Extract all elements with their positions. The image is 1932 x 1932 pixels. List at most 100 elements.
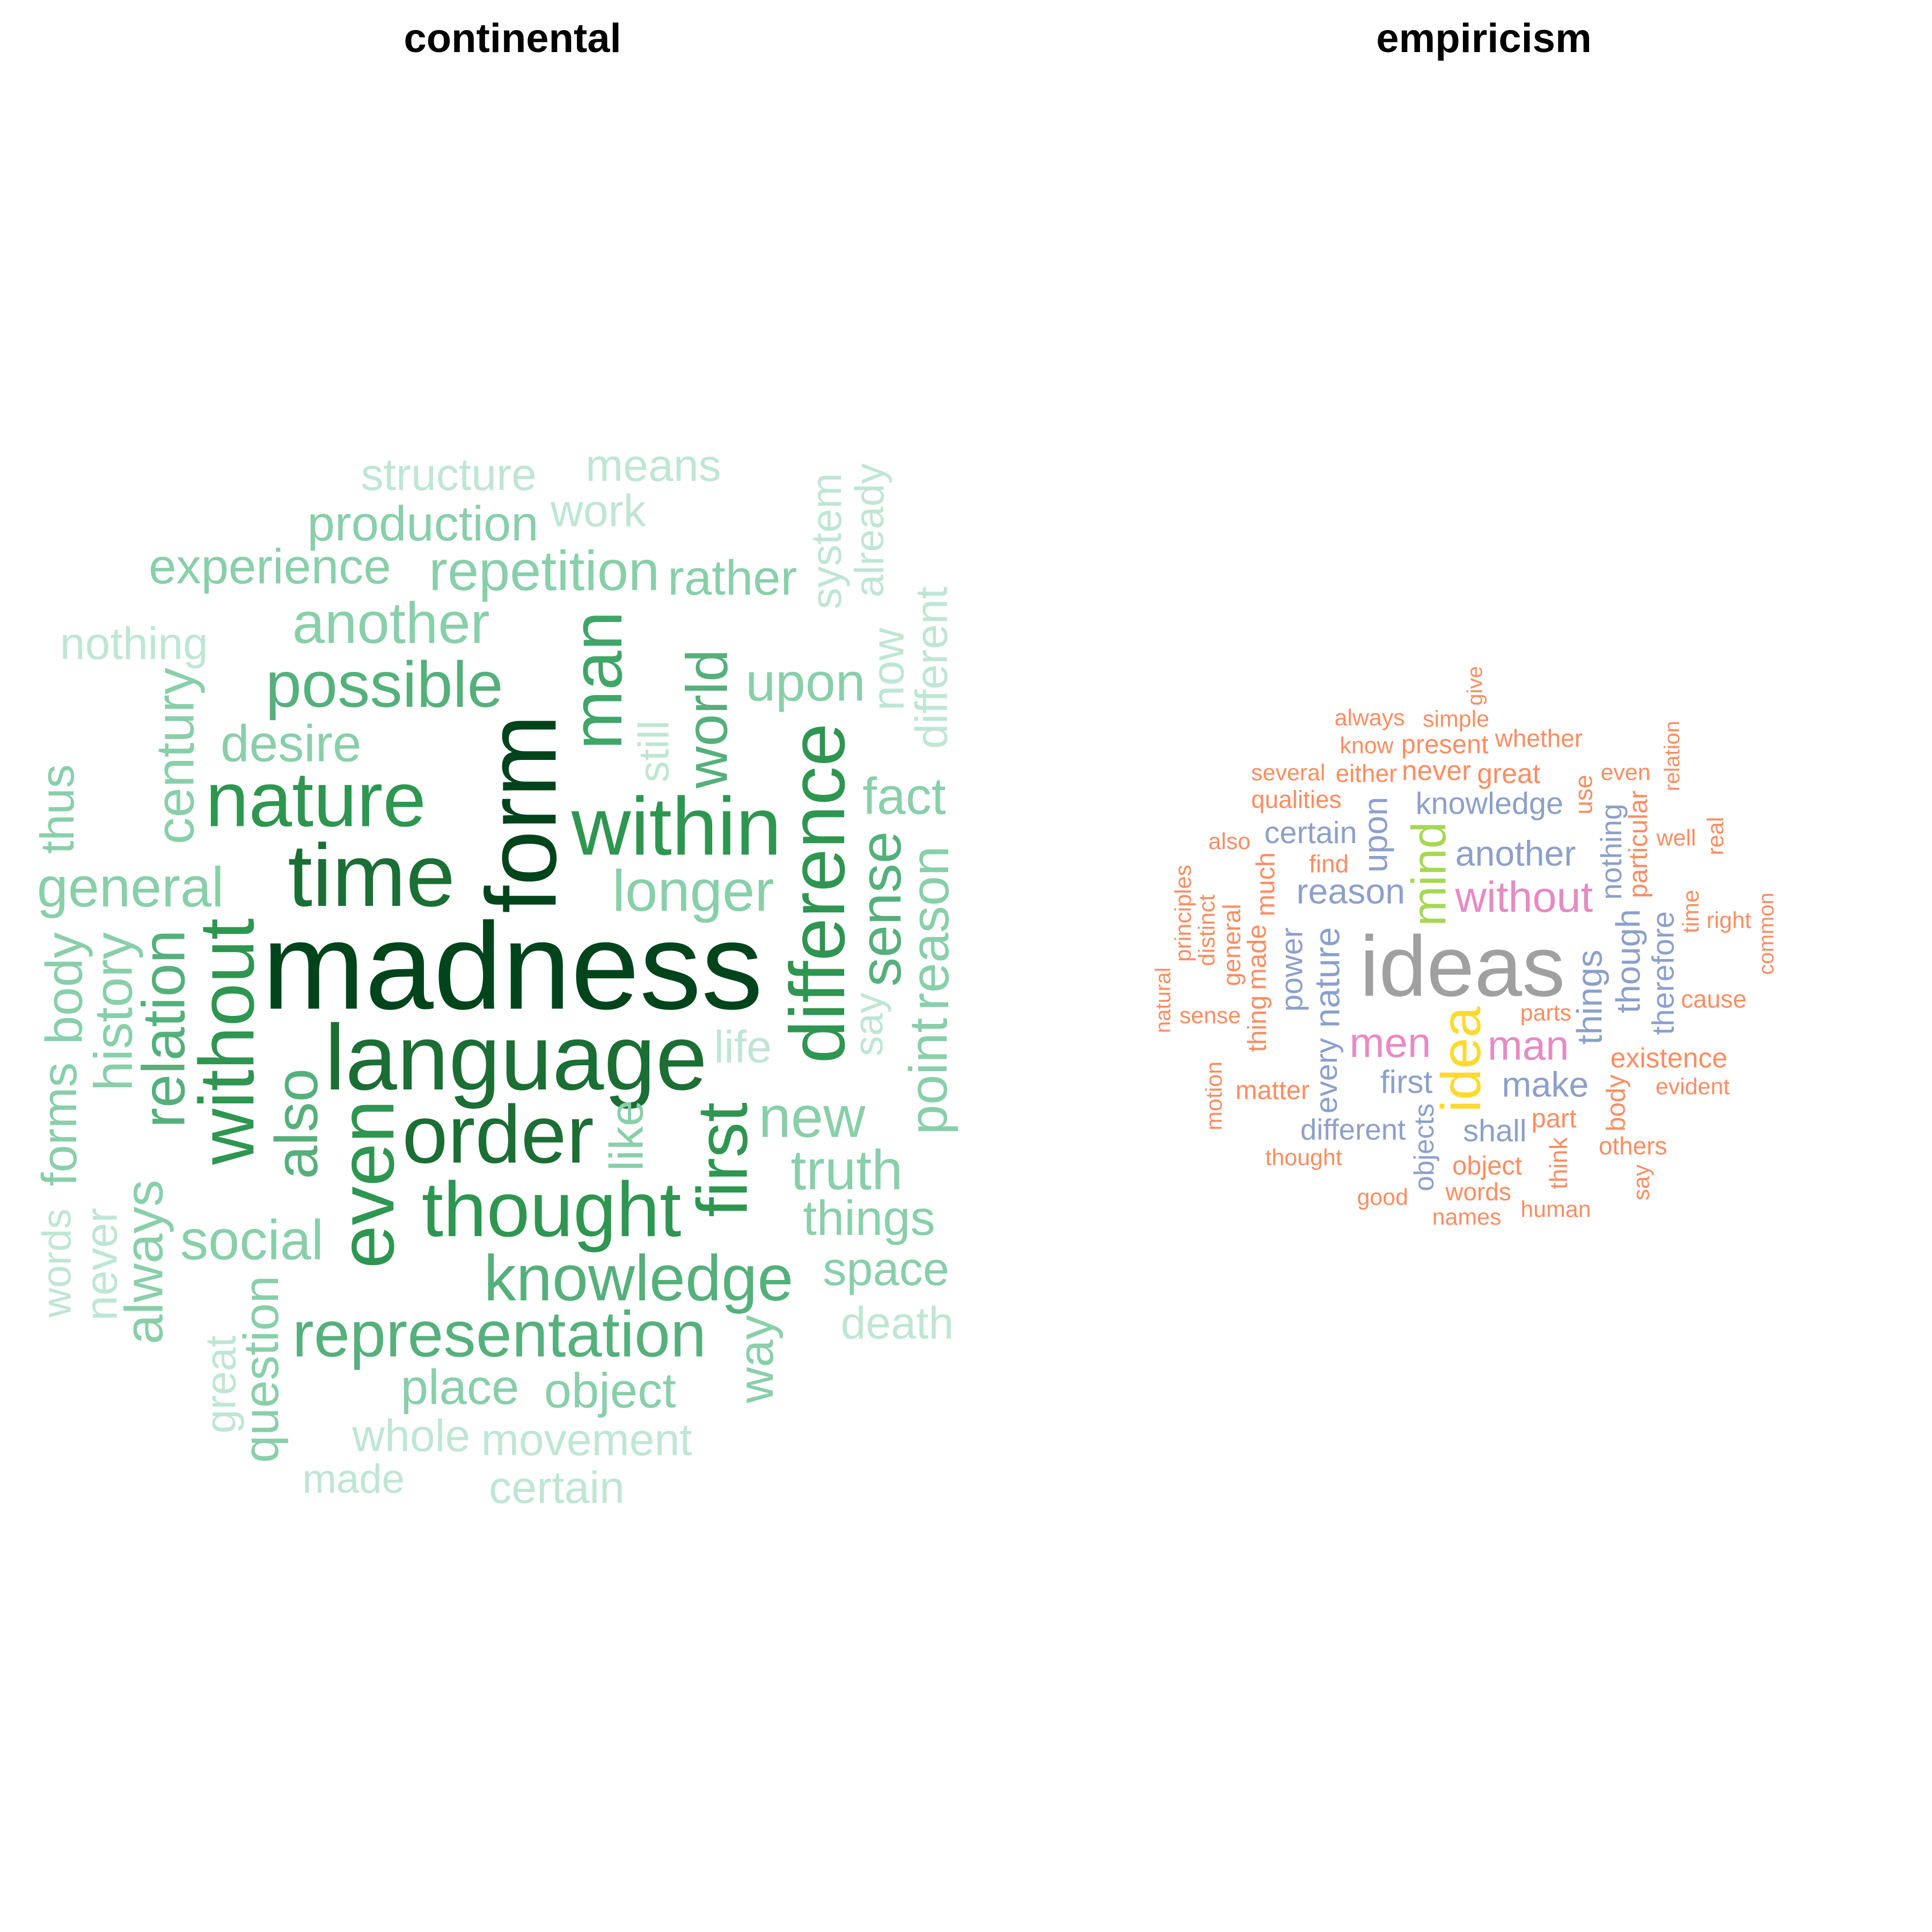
word-ideas: ideas — [1360, 918, 1565, 1014]
word-never: never — [76, 1208, 126, 1321]
word-human: human — [1520, 1197, 1591, 1223]
wordcloud-empiricism: ideasideamindwithoutmanmenanotherreasonm… — [1151, 666, 1778, 1230]
word-madness: madness — [262, 897, 763, 1035]
word-names: names — [1432, 1204, 1502, 1230]
word-now: now — [863, 628, 913, 711]
word-still: still — [630, 720, 678, 782]
word-great: great — [1477, 758, 1540, 789]
word-sense: sense — [1180, 1002, 1241, 1028]
word-right: right — [1707, 908, 1752, 933]
word-time: time — [288, 826, 455, 925]
word-thus: thus — [31, 764, 84, 854]
word-difference: difference — [774, 723, 861, 1063]
word-means: means — [586, 440, 721, 491]
word-nothing: nothing — [60, 618, 208, 669]
word-parts: parts — [1520, 1000, 1571, 1026]
panel-title-empiricism: empiricism — [1376, 16, 1592, 61]
word-men: men — [1350, 1019, 1431, 1066]
word-life: life — [714, 1021, 772, 1072]
word-made: made — [303, 1457, 405, 1502]
word-whether: whether — [1495, 724, 1583, 752]
word-reason: reason — [1296, 872, 1405, 912]
word-distinct: distinct — [1194, 895, 1220, 967]
word-another: another — [1455, 834, 1576, 874]
word-fact: fact — [862, 767, 946, 825]
word-question: question — [233, 1276, 289, 1463]
word-within: within — [571, 781, 781, 873]
word-words: words — [34, 1209, 79, 1318]
word-body: body — [1602, 1074, 1631, 1131]
word-another: another — [292, 590, 490, 655]
word-without: without — [183, 918, 270, 1165]
word-way: way — [728, 1315, 784, 1403]
word-give: give — [1463, 666, 1487, 705]
word-always: always — [114, 1180, 174, 1344]
word-evident: evident — [1656, 1074, 1730, 1100]
word-even: even — [323, 1100, 410, 1268]
word-qualities: qualities — [1251, 786, 1341, 814]
word-mind: mind — [1403, 822, 1457, 926]
word-things: things — [1570, 950, 1609, 1045]
word-also: also — [1209, 829, 1251, 854]
word-particular: particular — [1624, 791, 1653, 898]
word-sense: sense — [848, 831, 913, 987]
word-new: new — [758, 1085, 866, 1150]
word-forms: forms — [31, 1063, 87, 1187]
word-shall: shall — [1463, 1114, 1526, 1148]
word-point: point — [898, 1018, 958, 1135]
word-death: death — [840, 1298, 954, 1348]
word-others: others — [1599, 1132, 1667, 1160]
word-language: language — [325, 1005, 707, 1109]
word-order: order — [402, 1088, 594, 1180]
word-world: world — [675, 649, 740, 789]
word-thought: thought — [422, 1166, 682, 1253]
word-upon: upon — [745, 653, 865, 713]
word-know: know — [1340, 733, 1394, 759]
word-certain: certain — [1264, 816, 1357, 850]
word-motion: motion — [1201, 1062, 1227, 1131]
word-man: man — [1488, 1021, 1569, 1069]
word-present: present — [1401, 730, 1489, 759]
word-part: part — [1532, 1104, 1577, 1133]
word-existence: existence — [1611, 1042, 1728, 1073]
word-much: much — [1251, 852, 1280, 916]
word-experience: experience — [149, 538, 391, 594]
word-find: find — [1309, 850, 1349, 878]
word-without: without — [1454, 873, 1593, 921]
word-matter: matter — [1235, 1076, 1309, 1105]
word-production: production — [308, 495, 539, 551]
word-rather: rather — [668, 550, 797, 605]
word-general: general — [37, 856, 224, 919]
word-general: general — [1218, 904, 1246, 986]
word-history: history — [83, 932, 143, 1091]
word-possible: possible — [266, 648, 503, 721]
word-common: common — [1754, 892, 1778, 975]
word-different: different — [1300, 1113, 1406, 1146]
word-already: already — [847, 463, 892, 597]
word-first: first — [1380, 1063, 1433, 1100]
word-upon: upon — [1357, 797, 1395, 873]
word-idea: idea — [1430, 1006, 1492, 1112]
word-never: never — [1402, 755, 1471, 786]
word-natural: natural — [1151, 968, 1175, 1033]
word-also: also — [262, 1069, 330, 1180]
word-movement: movement — [481, 1414, 692, 1465]
word-either: either — [1336, 759, 1397, 787]
word-system: system — [802, 473, 850, 609]
word-nothing: nothing — [1595, 803, 1628, 899]
word-work: work — [550, 485, 647, 536]
word-man: man — [558, 611, 637, 750]
word-first: first — [683, 1102, 763, 1217]
word-good: good — [1357, 1184, 1408, 1210]
word-nature: nature — [206, 756, 426, 843]
word-truth: truth — [791, 1139, 903, 1202]
word-longer: longer — [612, 858, 774, 923]
word-cause: cause — [1681, 985, 1746, 1013]
word-though: though — [1609, 909, 1647, 1013]
word-body: body — [36, 932, 93, 1044]
panel-title-continental: continental — [404, 16, 621, 61]
word-representation: representation — [292, 1298, 707, 1370]
word-thing: thing — [1243, 996, 1272, 1052]
word-make: make — [1502, 1065, 1589, 1104]
